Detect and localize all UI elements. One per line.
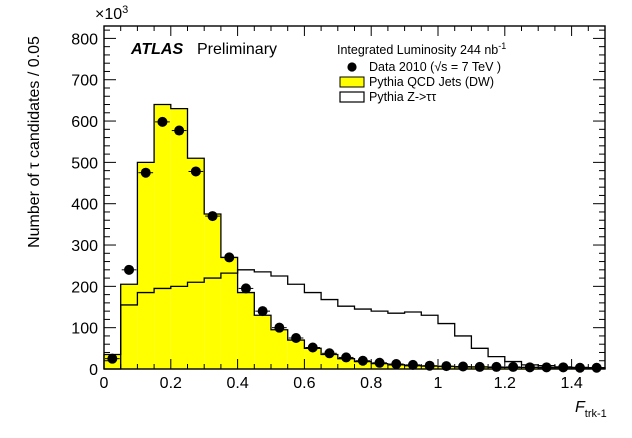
qcd-bar xyxy=(271,329,288,369)
data-point xyxy=(257,306,268,317)
y-axis: 0 100 200 300 400 500 600 700 800 xyxy=(71,29,605,379)
atlas-label: ATLAS xyxy=(130,41,183,58)
data-point xyxy=(274,322,285,333)
x-tick-label: 0.6 xyxy=(293,375,315,392)
data-point xyxy=(458,361,469,372)
data-point xyxy=(307,342,318,353)
x-tick-label: 1 xyxy=(434,375,443,392)
qcd-bar xyxy=(337,358,355,369)
y-axis-title: Number of τ candidates / 0.05 xyxy=(26,36,43,248)
y-tick-label: 300 xyxy=(71,238,98,255)
x-axis-title-subscript: trk-1 xyxy=(585,408,607,420)
data-point xyxy=(558,362,569,373)
data-point xyxy=(374,357,385,368)
legend-qcd-label: Pythia QCD Jets (DW) xyxy=(369,75,494,89)
qcd-bar xyxy=(187,158,205,369)
ztautau-outline-layer xyxy=(104,269,605,370)
y-multiplier-exponent: 3 xyxy=(122,4,128,16)
y-tick-label: 0 xyxy=(89,362,98,379)
legend-ztautau-label: Pythia Z->ττ xyxy=(369,90,436,104)
data-point xyxy=(174,125,185,136)
data-point xyxy=(157,116,168,127)
x-tick-label: 0.4 xyxy=(226,375,248,392)
qcd-bar xyxy=(321,354,338,369)
luminosity-exponent: -1 xyxy=(498,41,506,51)
data-point xyxy=(190,166,201,177)
x-axis-title: Ftrk-1 xyxy=(575,399,607,420)
legend-data-label: Data 2010 (√s = 7 TeV ) xyxy=(369,60,501,74)
y-tick-label: 500 xyxy=(71,155,98,172)
data-point xyxy=(591,362,602,373)
y-tick-label: 600 xyxy=(71,114,98,131)
data-point xyxy=(474,361,485,372)
data-point xyxy=(541,362,552,373)
qcd-bar xyxy=(254,315,271,369)
qcd-bar xyxy=(170,108,188,369)
data-point xyxy=(240,283,251,294)
data-point xyxy=(324,348,335,359)
data-point xyxy=(124,264,135,275)
qcd-bar xyxy=(287,340,305,369)
qcd-bar xyxy=(220,257,238,369)
legend: Data 2010 (√s = 7 TeV ) Pythia QCD Jets … xyxy=(339,60,501,104)
qcd-bar xyxy=(304,348,322,369)
data-point xyxy=(491,361,502,372)
data-point xyxy=(574,362,585,373)
data-point xyxy=(107,353,118,364)
ztautau-line xyxy=(104,269,605,370)
qcd-bar xyxy=(120,284,138,369)
x-tick-label: 0.8 xyxy=(360,375,382,392)
qcd-bar xyxy=(137,162,155,369)
y-tick-label: 800 xyxy=(71,31,98,48)
y-tick-label: 700 xyxy=(71,73,98,90)
data-point xyxy=(291,333,302,344)
qcd-bar xyxy=(204,214,221,369)
x-tick-label: 0.2 xyxy=(160,375,182,392)
y-tick-label: 100 xyxy=(71,321,98,338)
qcd-bar xyxy=(154,104,171,370)
data-points-layer xyxy=(105,116,604,373)
preliminary-label: Preliminary xyxy=(197,41,277,58)
luminosity-label: Integrated Luminosity 244 nb-1 xyxy=(337,41,506,57)
legend-data-marker xyxy=(347,62,357,72)
x-tick-label: 1.4 xyxy=(560,375,582,392)
qcd-fill-layer xyxy=(103,103,606,370)
data-point xyxy=(391,359,402,370)
data-point xyxy=(224,252,235,263)
y-tick-label: 400 xyxy=(71,197,98,214)
data-point xyxy=(357,355,368,366)
data-point xyxy=(424,360,435,371)
data-point xyxy=(341,352,352,363)
legend-qcd-swatch xyxy=(339,76,365,88)
data-point xyxy=(407,359,418,370)
x-tick-label: 0 xyxy=(100,375,109,392)
x-tick-label: 1.2 xyxy=(494,375,516,392)
data-point xyxy=(508,361,519,372)
data-point xyxy=(524,362,535,373)
x-axis: 0 0.2 0.4 0.6 0.8 1 1.2 1.4 xyxy=(100,26,606,392)
data-point xyxy=(140,167,151,178)
legend-ztautau-swatch xyxy=(339,91,365,103)
data-point xyxy=(207,211,218,222)
qcd-bar xyxy=(237,292,255,369)
y-multiplier: ×103 xyxy=(95,4,128,23)
y-tick-label: 200 xyxy=(71,279,98,296)
